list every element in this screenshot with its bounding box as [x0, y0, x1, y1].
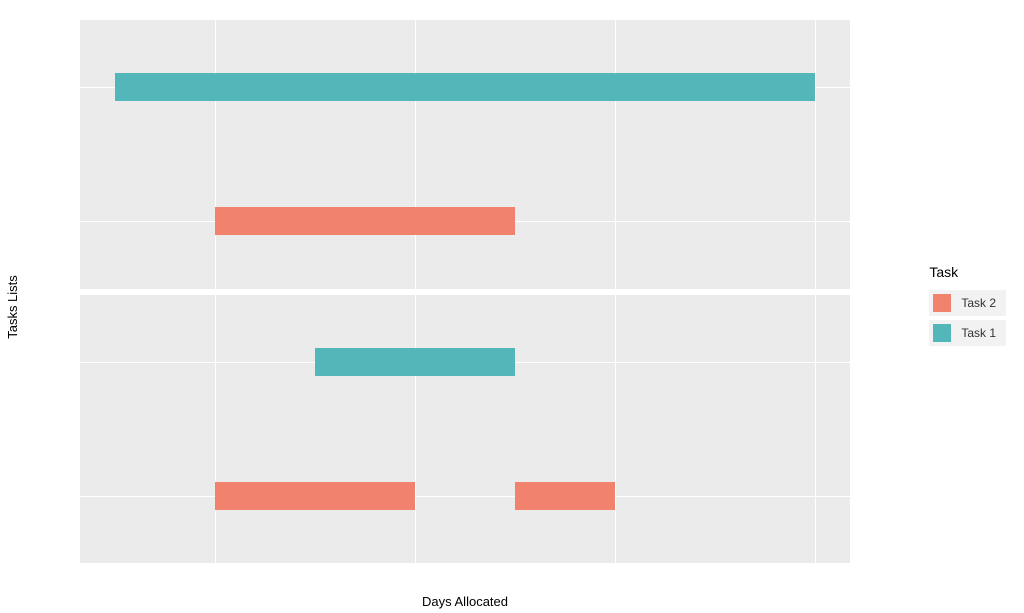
gridline-vertical	[615, 295, 616, 564]
legend-title: Task	[929, 264, 1006, 280]
gridline-vertical	[415, 20, 416, 289]
gridline-vertical	[215, 295, 216, 564]
gridline-horizontal	[80, 496, 850, 497]
gridline-vertical	[815, 295, 816, 564]
legend-swatch	[933, 294, 951, 312]
gantt-bar	[215, 482, 415, 510]
facet-panel: Task 1Task 2Project 22468	[80, 295, 850, 564]
gantt-bar	[515, 482, 615, 510]
x-axis-label: Days Allocated	[422, 594, 508, 609]
gantt-bar	[215, 207, 515, 235]
y-axis-label: Tasks Lists	[5, 275, 20, 339]
facet-panel: Task 1Task 2Project 1	[80, 20, 850, 289]
legend-label: Task 1	[961, 326, 996, 340]
legend-swatch	[933, 324, 951, 342]
gridline-vertical	[215, 20, 216, 289]
gridline-vertical	[615, 20, 616, 289]
legend: Task Task 2 Task 1	[929, 264, 1006, 350]
gridline-vertical	[415, 295, 416, 564]
legend-item: Task 1	[929, 320, 1006, 346]
gantt-bar	[315, 348, 515, 376]
legend-item: Task 2	[929, 290, 1006, 316]
gantt-bar	[115, 73, 815, 101]
legend-label: Task 2	[961, 296, 996, 310]
gridline-vertical	[815, 20, 816, 289]
plot-area: Task 1Task 2Project 1Task 1Task 2Project…	[80, 20, 850, 563]
chart-container: Tasks Lists Days Allocated Task 1Task 2P…	[0, 0, 1024, 613]
